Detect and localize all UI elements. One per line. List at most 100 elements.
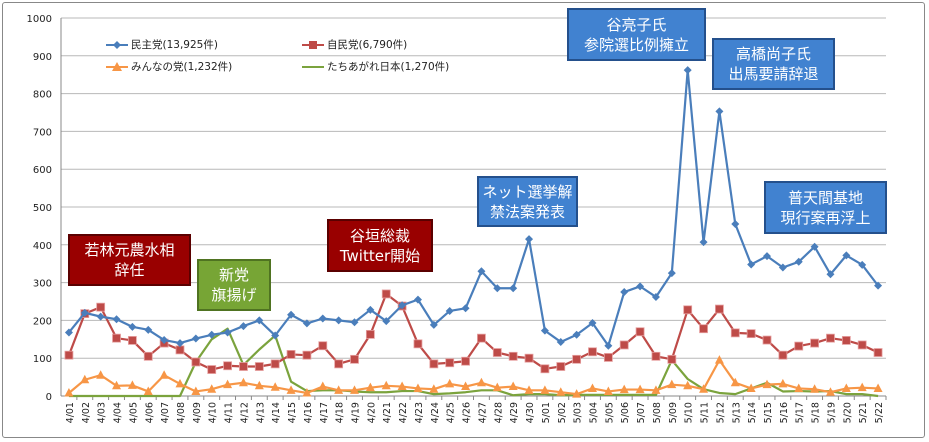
data-point-square: [381, 289, 391, 299]
annotation-net-election: ネット選挙解 禁法案発表: [477, 176, 578, 227]
data-point-square: [302, 350, 312, 360]
data-point-diamond: [731, 220, 740, 229]
data-point-square: [365, 329, 375, 339]
data-point-diamond: [398, 301, 407, 310]
data-point-square: [667, 354, 677, 364]
data-point-triangle: [64, 387, 74, 397]
data-point-triangle: [556, 387, 566, 396]
data-point-diamond: [858, 260, 867, 269]
legend-marker-square-icon: [302, 40, 324, 49]
data-point-square: [588, 347, 597, 357]
legend-label: 自民党(6,790件): [327, 39, 408, 51]
data-point-square: [841, 336, 851, 345]
y-tick-label: 100: [33, 354, 52, 365]
data-point-diamond: [112, 315, 121, 324]
x-tick-label: 5/20: [842, 402, 853, 423]
data-point-square: [810, 338, 820, 348]
x-tick-label: 4/12: [239, 402, 250, 423]
data-point-square: [524, 353, 534, 363]
data-point-diamond: [636, 282, 645, 291]
x-tick-label: 5/17: [795, 402, 806, 423]
data-point-diamond: [128, 322, 137, 331]
x-tick-label: 5/04: [588, 402, 599, 423]
x-tick-label: 4/04: [113, 402, 124, 423]
annotation-new-party: 新党 旗揚げ: [197, 259, 271, 311]
data-point-triangle: [635, 384, 645, 394]
data-point-square: [556, 362, 566, 371]
data-point-triangle: [651, 385, 661, 394]
data-point-square: [730, 328, 740, 338]
data-point-triangle: [365, 382, 375, 392]
data-point-square: [223, 361, 232, 371]
data-point-triangle: [191, 386, 201, 395]
data-point-triangle: [699, 384, 709, 393]
x-tick-label: 4/22: [398, 402, 409, 423]
data-point-triangle: [730, 377, 740, 387]
legend-marker-diamond-icon: [106, 40, 128, 49]
data-point-diamond: [175, 339, 184, 348]
x-tick-label: 5/09: [668, 402, 679, 423]
data-point-diamond: [778, 263, 787, 272]
data-point-triangle: [508, 381, 518, 391]
y-tick-label: 600: [33, 165, 52, 176]
annotation-wakabayashi: 若林元農水相 辞任: [68, 234, 191, 286]
series-line: [68, 327, 879, 398]
data-point-diamond: [556, 337, 565, 346]
x-tick-label: 5/16: [779, 402, 790, 423]
data-point-diamond: [477, 267, 486, 276]
data-point-triangle: [873, 383, 883, 392]
data-point-diamond: [80, 308, 89, 317]
data-point-triangle: [794, 383, 804, 392]
data-point-square: [445, 358, 455, 368]
x-tick-label: 5/11: [700, 402, 711, 423]
data-point-diamond: [493, 284, 502, 293]
data-point-triangle: [270, 382, 280, 391]
data-point-diamond: [64, 328, 73, 337]
x-tick-label: 4/14: [271, 402, 282, 423]
data-point-square: [508, 351, 518, 361]
data-point-triangle: [841, 383, 851, 392]
x-tick-label: 5/18: [811, 402, 822, 423]
data-point-triangle: [603, 386, 613, 395]
data-point-diamond: [429, 320, 438, 329]
data-point-triangle: [857, 382, 867, 392]
x-tick-label: 4/09: [192, 402, 203, 423]
data-point-triangle: [667, 379, 677, 389]
x-tick-label: 5/10: [684, 402, 695, 423]
x-tick-label: 4/17: [319, 402, 330, 423]
data-point-square: [191, 357, 201, 367]
data-point-diamond: [366, 305, 375, 314]
x-tick-label: 4/08: [176, 402, 187, 423]
legend-item-ldp: 自民党(6,790件): [302, 37, 407, 52]
data-point-diamond: [271, 331, 280, 340]
x-tick-label: 5/12: [715, 402, 726, 423]
data-point-diamond: [191, 334, 200, 343]
x-tick-label: 4/20: [366, 402, 377, 423]
legend-item-your-party: みんなの党(1,232件): [106, 59, 232, 74]
x-tick-label: 5/22: [874, 402, 885, 423]
data-point-square: [334, 359, 344, 369]
data-point-triangle: [127, 380, 137, 389]
data-point-square: [651, 351, 661, 361]
x-tick-label: 4/30: [525, 402, 536, 423]
y-tick-label: 1000: [27, 14, 52, 25]
data-point-triangle: [350, 385, 360, 394]
data-point-triangle: [810, 384, 820, 393]
legend-marker-triangle-icon: [106, 61, 128, 71]
data-point-triangle: [302, 387, 312, 397]
data-point-square: [572, 354, 582, 364]
x-tick-label: 5/21: [858, 402, 869, 423]
legend-item-dpj: 民主党(13,925件): [106, 37, 218, 52]
y-tick-label: 200: [33, 316, 52, 327]
data-point-square: [826, 333, 835, 343]
data-point-square: [64, 350, 74, 360]
data-point-triangle: [619, 384, 629, 394]
x-tick-label: 5/19: [826, 402, 837, 423]
legend-label: 民主党(13,925件): [131, 39, 218, 51]
series-line: [67, 292, 879, 371]
data-point-diamond: [794, 257, 803, 266]
data-point-square: [254, 362, 264, 371]
x-tick-label: 4/03: [97, 402, 108, 423]
data-point-diamond: [683, 66, 692, 75]
data-point-triangle: [223, 379, 233, 389]
